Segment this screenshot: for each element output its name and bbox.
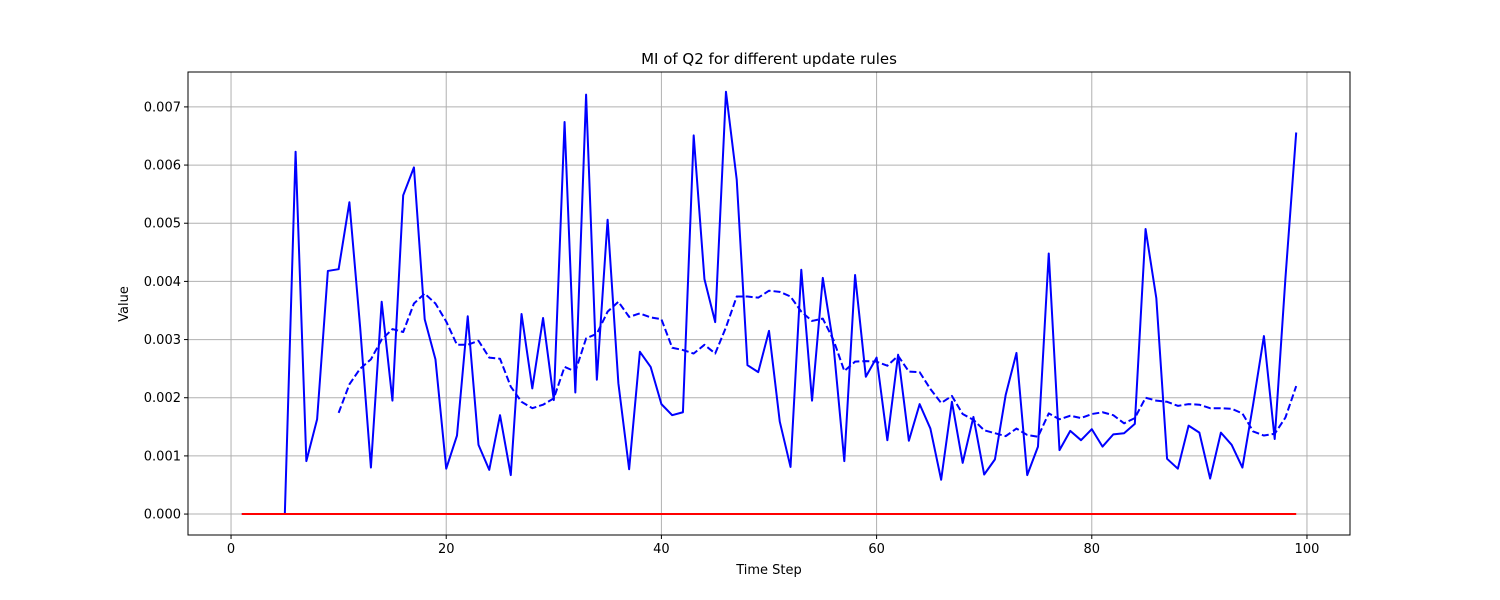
y-tick-label: 0.007 [144,100,181,115]
gridlines [188,72,1350,535]
y-tick-label: 0.004 [144,275,181,290]
plot-frame [187,71,1351,536]
y-tick-label: 0.006 [144,159,181,174]
series-group [241,90,1298,516]
x-tick-label: 100 [1295,542,1320,557]
y-tick-label: 0.002 [144,391,181,406]
y-tick-label: 0.001 [144,449,181,464]
x-axis: 0 20 40 60 80 100 [227,535,1319,557]
x-axis-label: Time Step [735,563,802,578]
y-axis-label: Value [117,286,132,322]
x-tick-label: 60 [868,542,885,557]
series-line-1-solid [241,90,1298,516]
y-tick-label: 0.000 [144,508,181,523]
chart-title: MI of Q2 for different update rules [641,50,897,68]
x-tick-label: 20 [438,542,455,557]
x-tick-label: 80 [1084,542,1101,557]
series-line-2-dashed [337,289,1298,438]
y-tick-label: 0.003 [144,333,181,348]
x-tick-label: 40 [653,542,670,557]
x-tick-label: 0 [227,542,235,557]
y-axis: 0.000 0.001 0.002 0.003 0.004 0.005 0.006 0.007 [144,100,188,523]
y-tick-label: 0.005 [144,217,181,232]
